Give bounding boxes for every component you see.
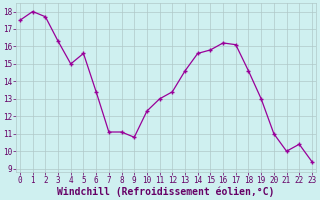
X-axis label: Windchill (Refroidissement éolien,°C): Windchill (Refroidissement éolien,°C) bbox=[57, 187, 275, 197]
